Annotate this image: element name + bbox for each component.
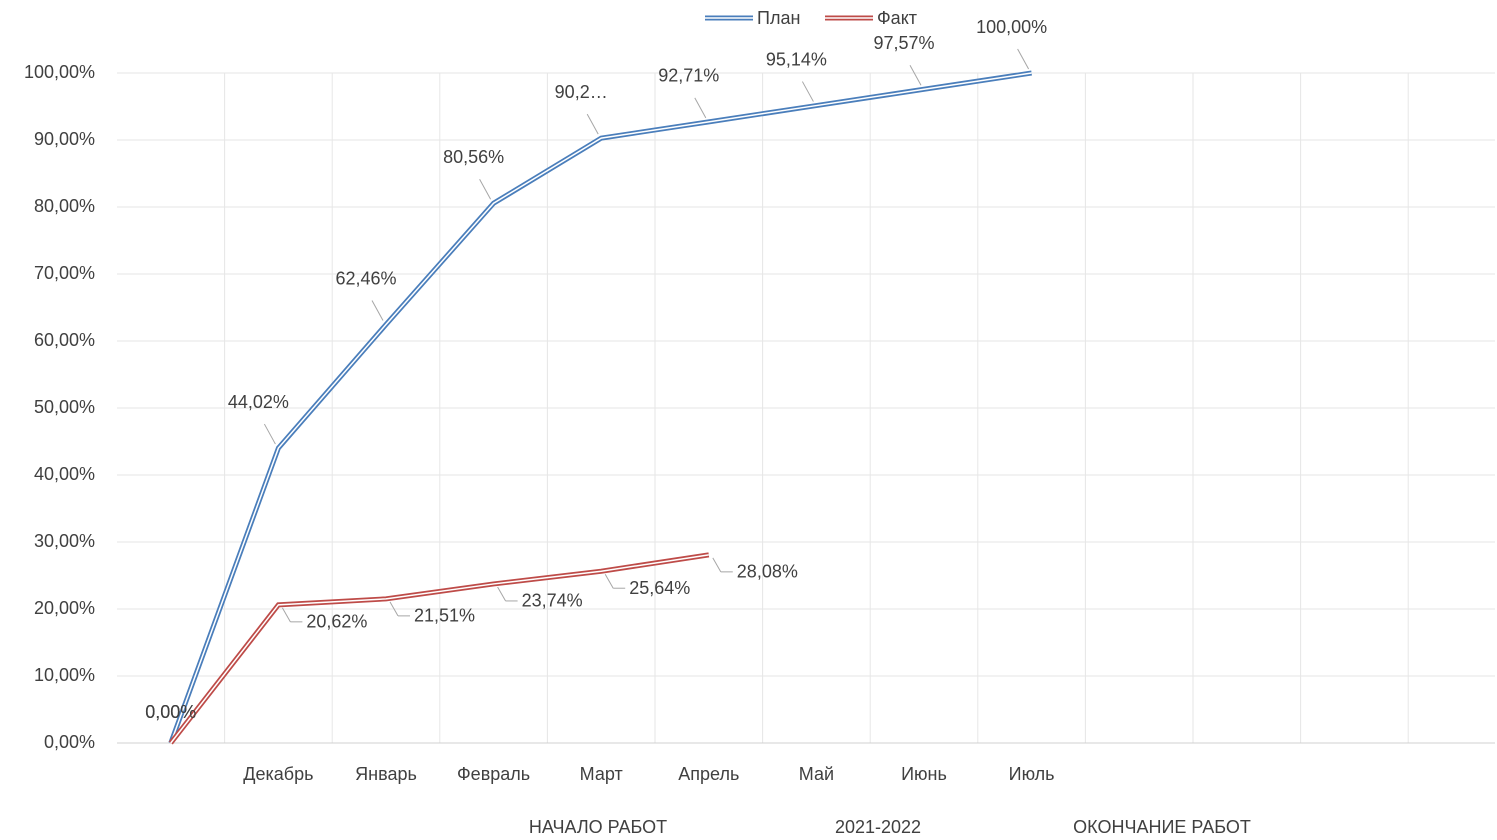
data-label: 0,00%: [145, 702, 196, 722]
x-tick-label: Июнь: [901, 764, 947, 784]
y-tick-label: 10,00%: [34, 665, 95, 685]
x-tick-label: Январь: [355, 764, 417, 784]
data-label: 23,74%: [522, 591, 583, 611]
legend-label: Факт: [877, 8, 917, 28]
leader-line: [389, 601, 399, 617]
leader-line: [712, 557, 722, 573]
y-tick-label: 80,00%: [34, 196, 95, 216]
leader-line: [263, 423, 276, 445]
y-tick-label: 50,00%: [34, 397, 95, 417]
data-label: 100,00%: [976, 17, 1047, 37]
data-label: 21,51%: [414, 606, 475, 626]
data-label: 62,46%: [335, 268, 396, 288]
annotation: ОКОНЧАНИЕ РАБОТ: [1073, 817, 1251, 837]
data-label: 44,02%: [228, 392, 289, 412]
leader-line: [909, 65, 922, 86]
data-label: 0,00%: [145, 702, 196, 722]
y-tick-label: 70,00%: [34, 263, 95, 283]
line-inner: [170, 554, 709, 744]
leader-line: [586, 113, 599, 135]
y-tick-label: 60,00%: [34, 330, 95, 350]
y-tick-label: 90,00%: [34, 129, 95, 149]
leader-line: [371, 300, 384, 321]
y-tick-label: 40,00%: [34, 464, 95, 484]
data-label: 95,14%: [766, 49, 827, 69]
leader-line: [497, 586, 507, 602]
series-line: [168, 70, 1032, 744]
x-tick-label: Июль: [1009, 764, 1055, 784]
leader-line: [801, 81, 814, 102]
annotation: 2021-2022: [835, 817, 921, 837]
leader-line: [694, 97, 707, 119]
y-tick-label: 0,00%: [44, 732, 95, 752]
data-label: 90,2…: [555, 82, 608, 102]
line-inner: [170, 72, 1032, 744]
leader-line: [281, 607, 291, 623]
data-label: 20,62%: [306, 612, 367, 632]
leader-line: [1017, 48, 1030, 70]
data-label: 28,08%: [737, 562, 798, 582]
data-label: 97,57%: [873, 33, 934, 53]
y-tick-label: 20,00%: [34, 598, 95, 618]
data-label: 25,64%: [629, 578, 690, 598]
legend-label: План: [757, 8, 800, 28]
data-label: 92,71%: [658, 66, 719, 86]
y-tick-label: 30,00%: [34, 531, 95, 551]
leader-line: [604, 573, 614, 589]
x-tick-label: Февраль: [457, 764, 530, 784]
series-line: [168, 552, 710, 745]
data-label: 80,56%: [443, 147, 504, 167]
leader-line: [479, 179, 492, 200]
y-tick-label: 100,00%: [24, 62, 95, 82]
annotation: НАЧАЛО РАБОТ: [529, 817, 667, 837]
x-tick-label: Декабрь: [243, 764, 313, 784]
x-tick-label: Май: [799, 764, 834, 784]
x-tick-label: Апрель: [678, 764, 739, 784]
x-tick-label: Март: [580, 764, 623, 784]
